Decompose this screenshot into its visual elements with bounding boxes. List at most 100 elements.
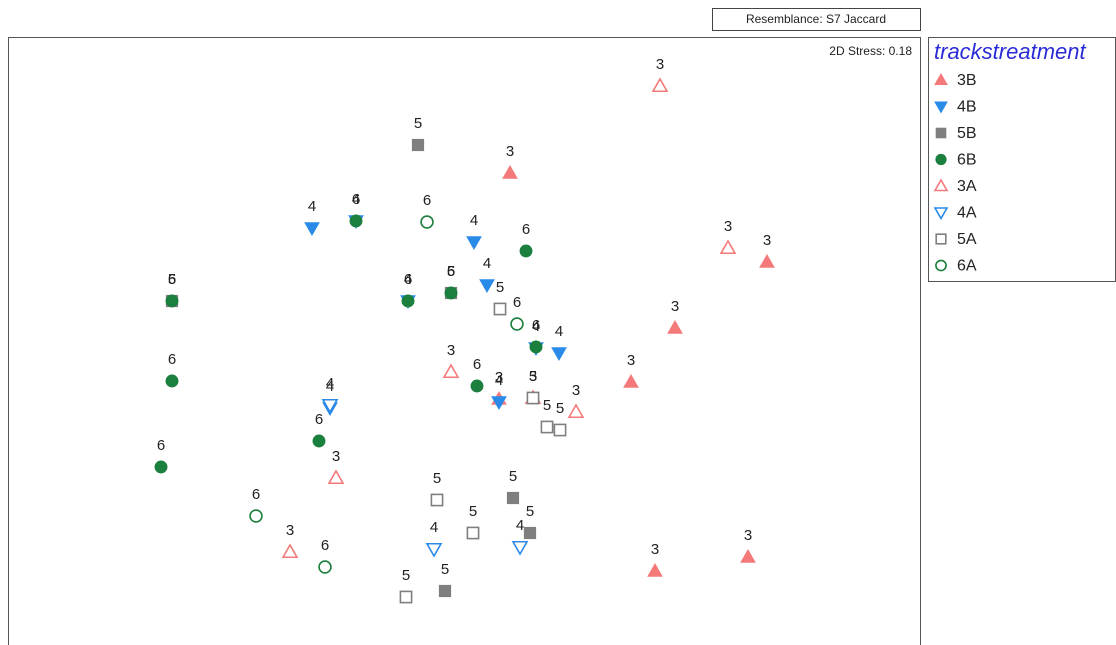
legend-label: 4A [957,205,977,222]
point [551,347,567,362]
point [553,423,567,437]
point [442,363,460,379]
point [529,340,543,354]
point-label: 3 [763,232,771,249]
point-label: 6 [532,317,540,334]
legend-marker [935,153,947,166]
point [506,491,520,505]
point-label: 3 [332,448,340,465]
point-label: 4 [555,323,563,340]
point [519,244,533,258]
point-label: 5 [556,400,564,417]
point-label: 4 [326,375,334,392]
legend-label: 6A [957,258,977,275]
legend-marker [934,72,948,85]
point [165,374,179,388]
point-label: 6 [473,356,481,373]
point [304,222,320,237]
point [401,294,415,308]
point [719,239,737,255]
point-label: 4 [483,255,491,272]
point [411,138,425,152]
point-label: 3 [627,352,635,369]
point-label: 3 [724,218,732,235]
point-label: 4 [470,212,478,229]
point [281,543,299,559]
point [420,215,434,229]
legend-label: 5B [957,125,977,142]
point-label: 3 [506,143,514,160]
stress: 2D Stress: 0.18 [829,44,912,58]
point [491,396,507,411]
point-label: 6 [352,191,360,208]
point-label: 3 [286,522,294,539]
point [647,562,663,577]
legend-marker [933,207,949,221]
legend-title: trackstreatment [934,39,1086,64]
point [667,319,683,334]
legend-label: 3A [957,178,977,195]
point-label: 3 [744,527,752,544]
legend-label: 3B [957,72,977,89]
point-label: 6 [404,271,412,288]
point-label: 3 [572,382,580,399]
point-label: 5 [168,271,176,288]
point-label: 5 [441,561,449,578]
point [502,164,518,179]
point-label: 6 [315,411,323,428]
point-label: 6 [513,294,521,311]
point-label: 5 [496,279,504,296]
point-label: 3 [529,368,537,385]
point [470,379,484,393]
point-label: 6 [321,537,329,554]
point [444,286,458,300]
point [430,493,444,507]
point [759,253,775,268]
point [165,294,179,308]
point [567,403,585,419]
point-label: 5 [509,468,517,485]
point-label: 4 [404,271,412,288]
point-label: 5 [469,503,477,520]
point-label: 4 [516,517,524,534]
point [526,391,540,405]
legend-box [928,37,1116,282]
point [623,373,639,388]
point-label: 3 [671,298,679,315]
point [466,236,482,251]
point-label: 5 [526,503,534,520]
point [540,420,554,434]
point [318,560,332,574]
point-label: 6 [423,192,431,209]
point-label: 6 [447,263,455,280]
point-label: 5 [543,397,551,414]
point [740,548,756,563]
point-label: 3 [656,56,664,73]
point [466,526,480,540]
point-label: 3 [651,541,659,558]
legend-label: 6B [957,152,977,169]
point-label: 6 [157,437,165,454]
point-label: 5 [529,368,537,385]
point [349,214,363,228]
point [493,302,507,316]
legend-marker [934,101,948,114]
point [425,542,443,558]
point-label: 5 [402,567,410,584]
point-label: 4 [532,318,540,335]
point-label: 5 [433,470,441,487]
point-label: 5 [447,263,455,280]
point [511,540,529,556]
legend-label: 5A [957,231,977,248]
resemblance: Resemblance: S7 Jaccard [746,12,886,26]
point-label: 6 [168,351,176,368]
point-label: 4 [326,378,334,395]
point [321,398,339,414]
point-label: 6 [522,221,530,238]
point [651,77,669,93]
point [510,317,524,331]
point-label: 4 [352,191,360,208]
plot-frame [8,37,921,645]
legend-label: 4B [957,99,977,116]
